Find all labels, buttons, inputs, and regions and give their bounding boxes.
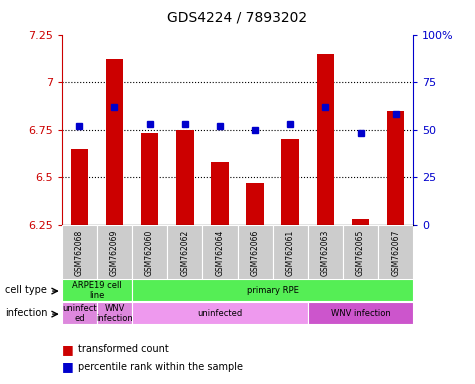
Text: GSM762063: GSM762063 (321, 229, 330, 276)
Text: percentile rank within the sample: percentile rank within the sample (78, 362, 243, 372)
Text: GSM762065: GSM762065 (356, 229, 365, 276)
Bar (343, 225, 378, 280)
Text: WNV
infection: WNV infection (96, 304, 133, 323)
Text: GSM762068: GSM762068 (75, 229, 84, 276)
Bar (71, 149, 88, 225)
Bar (308, 225, 343, 280)
Bar (211, 162, 228, 225)
Text: primary RPE: primary RPE (247, 286, 299, 295)
Bar (97, 225, 132, 280)
Bar (202, 225, 238, 280)
Bar (62, 279, 132, 301)
Bar (378, 225, 413, 280)
Bar (316, 54, 334, 225)
Text: GSM762067: GSM762067 (391, 229, 400, 276)
Bar (281, 139, 299, 225)
Text: GSM762066: GSM762066 (251, 229, 259, 276)
Bar (132, 302, 308, 324)
Text: GSM762064: GSM762064 (216, 229, 224, 276)
Text: GSM762061: GSM762061 (286, 229, 294, 276)
Text: uninfect
ed: uninfect ed (62, 304, 96, 323)
Text: uninfected: uninfected (197, 309, 243, 318)
Bar (247, 183, 264, 225)
Text: ■: ■ (62, 360, 74, 373)
Bar (238, 225, 273, 280)
Text: GSM762060: GSM762060 (145, 229, 154, 276)
Text: infection: infection (5, 308, 47, 318)
Bar (141, 133, 158, 225)
Bar (308, 302, 413, 324)
Text: WNV infection: WNV infection (331, 309, 390, 318)
Bar (132, 225, 167, 280)
Text: transformed count: transformed count (78, 344, 169, 354)
Text: GSM762062: GSM762062 (180, 229, 189, 276)
Bar (352, 219, 369, 225)
Text: GSM762069: GSM762069 (110, 229, 119, 276)
Bar (132, 279, 413, 301)
Text: ■: ■ (62, 343, 74, 356)
Text: cell type: cell type (5, 285, 47, 295)
Bar (97, 302, 132, 324)
Bar (273, 225, 308, 280)
Bar (387, 111, 404, 225)
Bar (105, 59, 124, 225)
Bar (62, 302, 97, 324)
Text: GDS4224 / 7893202: GDS4224 / 7893202 (167, 10, 308, 24)
Text: ARPE19 cell
line: ARPE19 cell line (72, 281, 122, 300)
Bar (167, 225, 202, 280)
Bar (62, 225, 97, 280)
Bar (176, 130, 194, 225)
